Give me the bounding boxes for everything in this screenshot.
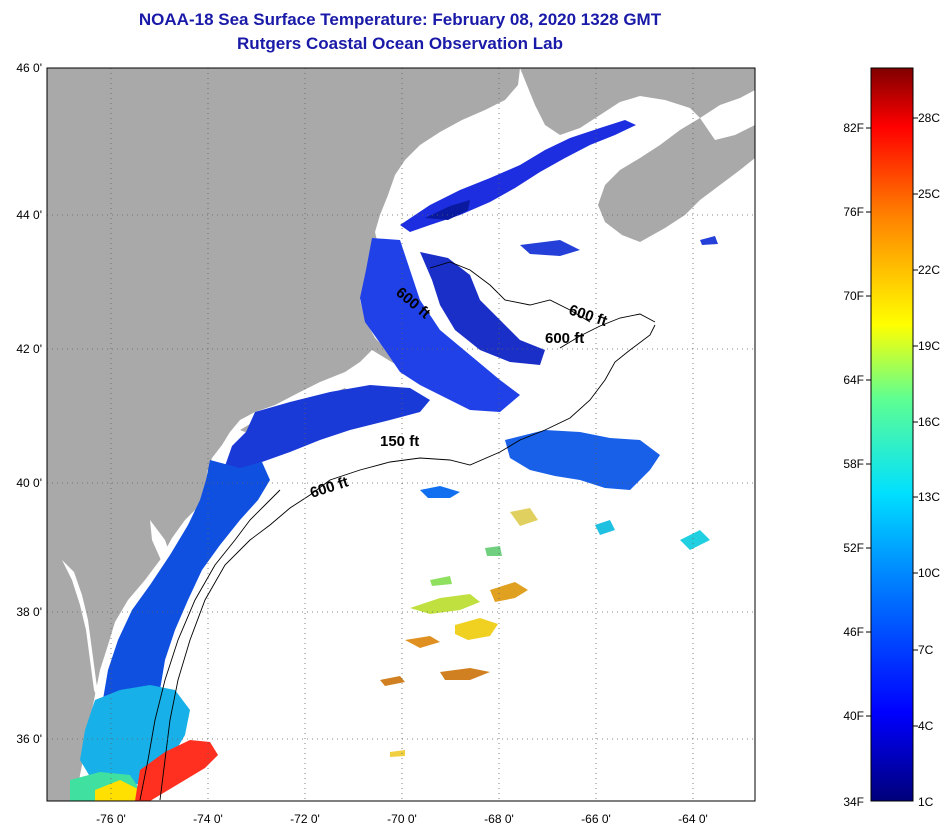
fahrenheit-label: 76F (843, 205, 864, 219)
fahrenheit-label: 64F (843, 373, 864, 387)
graticule (47, 68, 755, 801)
map-subtitle: Rutgers Coastal Ocean Observation Lab (237, 34, 563, 53)
lat-label: 42 0' (16, 342, 42, 356)
colorbar-ticks (866, 117, 918, 727)
fahrenheit-label: 58F (843, 457, 864, 471)
lon-label: -64 0' (678, 812, 708, 826)
celsius-label: 10C (918, 566, 940, 580)
lat-label: 36 0' (16, 732, 42, 746)
map-title: NOAA-18 Sea Surface Temperature: Februar… (138, 10, 662, 29)
colorbar-celsius-labels: 28C 25C 22C 19C 16C 13C 10C 7C 4C 1C (918, 111, 940, 809)
lon-label: -66 0' (581, 812, 611, 826)
colorbar-fahrenheit-labels: 82F 76F 70F 64F 58F 52F 46F 40F 34F (843, 121, 864, 809)
lat-label: 44 0' (16, 208, 42, 222)
longitude-labels: -76 0' -74 0' -72 0' -70 0' -68 0' -66 0… (96, 812, 708, 826)
chesapeake-bay (62, 560, 100, 705)
celsius-label: 28C (918, 111, 940, 125)
gulf-of-st-lawrence-water (700, 90, 755, 140)
celsius-label: 7C (918, 643, 934, 657)
lon-label: -74 0' (193, 812, 223, 826)
celsius-label: 19C (918, 339, 940, 353)
lon-label: -72 0' (290, 812, 320, 826)
lon-label: -70 0' (387, 812, 417, 826)
celsius-label: 4C (918, 719, 934, 733)
sst-overlay (70, 120, 718, 801)
lon-label: -68 0' (484, 812, 514, 826)
fahrenheit-label: 70F (843, 289, 864, 303)
lon-label: -76 0' (96, 812, 126, 826)
lat-label: 40 0' (16, 476, 42, 490)
fahrenheit-label: 46F (843, 625, 864, 639)
celsius-label: 16C (918, 415, 940, 429)
contour-label: 600 ft (545, 330, 584, 347)
us-land (47, 68, 520, 801)
lat-label: 46 0' (16, 61, 42, 75)
celsius-label: 22C (918, 263, 940, 277)
fahrenheit-label: 52F (843, 541, 864, 555)
map-frame (46, 67, 756, 802)
lat-label: 38 0' (16, 605, 42, 619)
fahrenheit-label: 40F (843, 709, 864, 723)
depth-contours (139, 261, 656, 801)
celsius-label: 25C (918, 187, 940, 201)
fahrenheit-label: 82F (843, 121, 864, 135)
celsius-label: 1C (918, 795, 934, 809)
celsius-label: 13C (918, 490, 940, 504)
map-panel (47, 68, 755, 801)
canada-maritimes-land (520, 68, 755, 242)
contour-label: 150 ft (380, 433, 419, 450)
latitude-labels: 46 0' 44 0' 42 0' 40 0' 38 0' 36 0' (16, 61, 42, 746)
fahrenheit-label: 34F (843, 795, 864, 809)
colorbar (870, 67, 914, 802)
